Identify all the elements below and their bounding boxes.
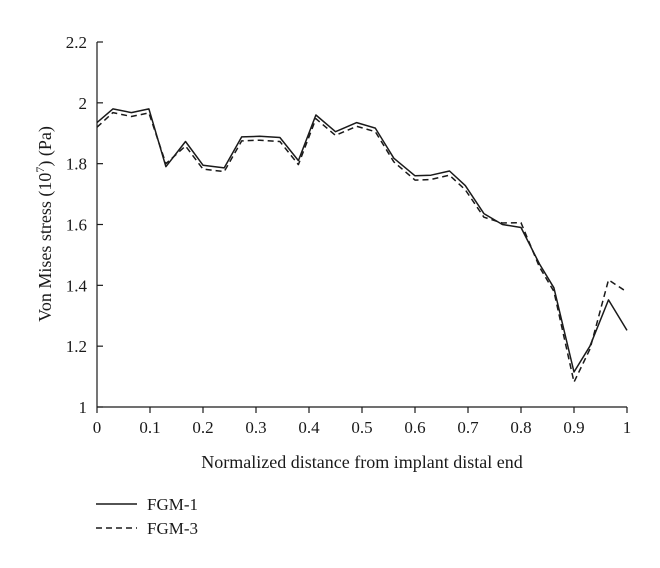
series-line-fgm-3 (96, 111, 628, 383)
x-tick-label: 0 (93, 418, 102, 437)
x-tick-label: 0.9 (563, 418, 584, 437)
y-axis-label-tail: ) (Pa) (35, 126, 56, 166)
series-line-fgm-1 (96, 108, 628, 373)
x-axis-label: Normalized distance from implant distal … (201, 452, 522, 472)
y-tick-label: 2.2 (66, 33, 87, 52)
y-tick-label: 1 (79, 398, 88, 417)
x-tick-label: 0.6 (404, 418, 425, 437)
legend-label-fgm-3: FGM-3 (147, 519, 198, 538)
y-axis-label: Von Mises stress (107) (Pa) (33, 126, 56, 322)
y-tick-label: 1.2 (66, 337, 87, 356)
y-axis-ticks: 1 1.2 1.4 1.6 1.8 2 2.2 (66, 33, 103, 417)
legend-label-fgm-1: FGM-1 (147, 495, 198, 514)
x-tick-label: 0.4 (298, 418, 320, 437)
y-tick-label: 1.8 (66, 155, 87, 174)
y-axis-label-exponent: 7 (33, 167, 47, 173)
x-tick-label: 0.2 (192, 418, 213, 437)
x-tick-label: 0.3 (245, 418, 266, 437)
y-tick-label: 1.6 (66, 216, 87, 235)
x-tick-label: 0.5 (351, 418, 372, 437)
y-tick-label: 1.4 (66, 276, 88, 295)
x-tick-label: 0.7 (457, 418, 479, 437)
legend: FGM-1 FGM-3 (96, 495, 198, 538)
y-axis-label-main: Von Mises stress (10 (35, 173, 56, 322)
x-axis-ticks: 0 0.1 0.2 0.3 0.4 0.5 0.6 0.7 0.8 0.9 1 (93, 407, 632, 437)
x-tick-label: 0.1 (139, 418, 160, 437)
series-layer (96, 108, 628, 383)
x-tick-label: 0.8 (510, 418, 531, 437)
y-tick-label: 2 (79, 94, 88, 113)
chart-axes (96, 42, 627, 408)
x-tick-label: 1 (623, 418, 632, 437)
